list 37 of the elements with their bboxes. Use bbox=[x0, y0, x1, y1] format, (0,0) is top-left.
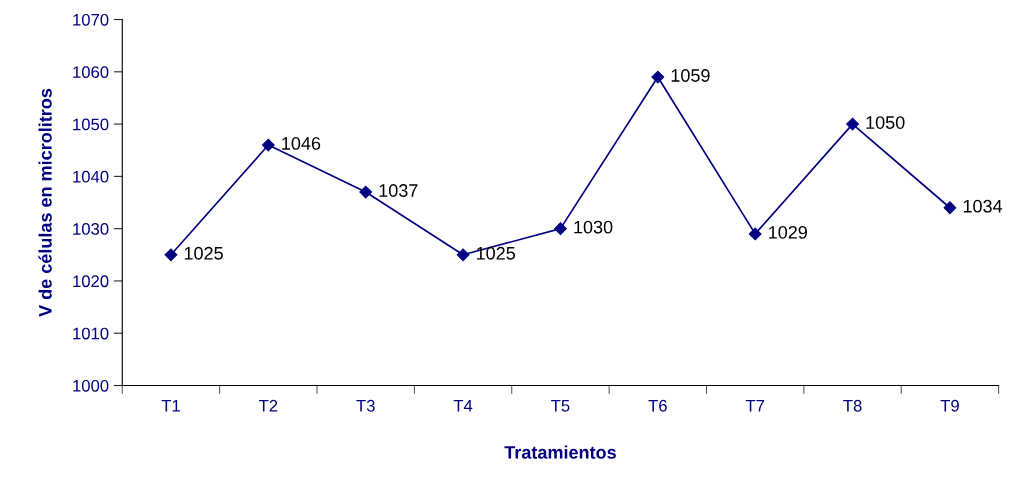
data-label: 1025 bbox=[476, 246, 515, 260]
x-tick-label: T9 bbox=[940, 399, 959, 412]
x-tick-label: T1 bbox=[161, 400, 180, 412]
y-tick-label: 1030 bbox=[73, 223, 109, 235]
point bbox=[651, 70, 665, 84]
data-label: 1029 bbox=[769, 225, 807, 239]
data-label: 1059 bbox=[671, 69, 710, 82]
y-tick-label: 1010 bbox=[73, 327, 109, 340]
data-label: 1037 bbox=[379, 184, 418, 197]
point bbox=[748, 227, 762, 241]
point bbox=[943, 201, 957, 215]
point bbox=[261, 138, 275, 152]
point bbox=[359, 185, 373, 199]
y-tick-label: 1000 bbox=[73, 379, 109, 392]
data-label: 1034 bbox=[963, 199, 1003, 213]
y-tick-label: 1050 bbox=[73, 118, 109, 131]
x-tick-label: T6 bbox=[648, 399, 667, 412]
data-label: 1050 bbox=[866, 116, 905, 129]
data-label: 1025 bbox=[184, 246, 223, 260]
y-tick-label: 1040 bbox=[73, 170, 109, 183]
point bbox=[846, 117, 859, 131]
y-axis-title: V de células en microlitros bbox=[38, 88, 52, 317]
y-tick-label: 1060 bbox=[73, 66, 109, 79]
x-tick-label: T5 bbox=[551, 400, 570, 412]
x-tick-label: T4 bbox=[453, 400, 473, 412]
y-tick-label: 1020 bbox=[73, 275, 109, 288]
data-label: 1046 bbox=[282, 137, 321, 150]
data-label: 1030 bbox=[574, 220, 613, 234]
point bbox=[456, 248, 470, 262]
x-axis-title: Tratamientos bbox=[504, 445, 616, 459]
point bbox=[164, 248, 178, 262]
x-tick-label: T3 bbox=[356, 399, 375, 412]
y-tick-label: 1070 bbox=[73, 13, 109, 26]
x-tick-label: T8 bbox=[843, 399, 862, 412]
point bbox=[554, 222, 567, 236]
x-tick-label: T7 bbox=[745, 400, 765, 412]
x-tick-label: T2 bbox=[258, 399, 278, 412]
